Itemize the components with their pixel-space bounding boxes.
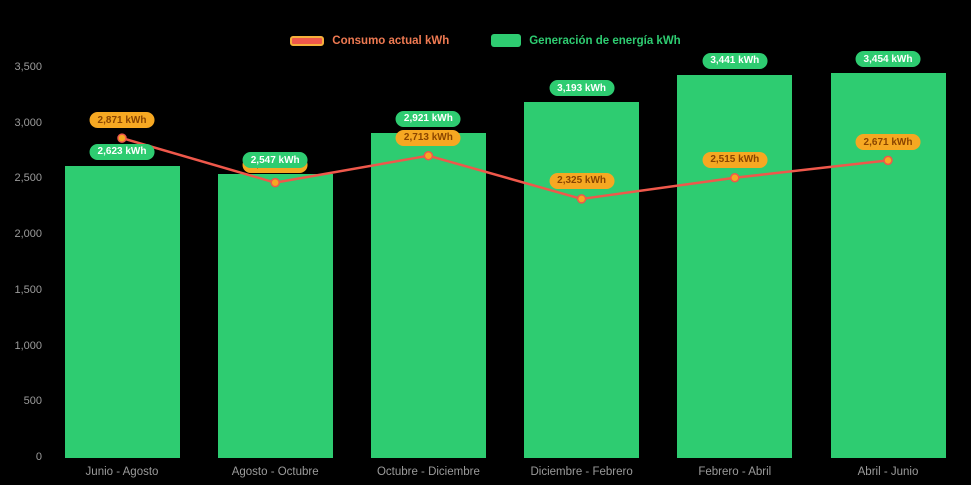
line-point-marker[interactable] (576, 194, 587, 204)
line-value-badge: 2,713 kWh (395, 129, 461, 146)
bar-value-badge: 3,193 kWh (549, 80, 615, 97)
bar-generacion[interactable] (677, 74, 793, 458)
x-axis-label: Diciembre - Febrero (530, 466, 633, 478)
y-axis-tick-label: 3,000 (14, 116, 42, 129)
bar-value-badge: 2,623 kWh (89, 143, 155, 160)
y-axis-tick-label: 3,500 (14, 61, 42, 73)
bar-generacion[interactable] (524, 102, 640, 458)
x-axis-label: Octubre - Diciembre (376, 466, 480, 478)
bar-generacion[interactable] (217, 174, 333, 458)
bar-value-badge: 3,454 kWh (855, 51, 921, 68)
chart-legend: Consumo actual kWh Generación de energía… (0, 34, 971, 47)
y-axis-tick-label: 0 (35, 451, 42, 463)
line-point-marker[interactable] (883, 155, 893, 166)
y-axis-tick-label: 2,000 (14, 228, 42, 241)
x-axis-label: Junio - Agosto (85, 466, 159, 478)
y-axis-tick-label: 2,500 (14, 172, 42, 185)
consumo-line (121, 136, 889, 201)
line-point-marker[interactable] (730, 173, 740, 183)
legend-item-generacion[interactable]: Generación de energía kWh (491, 34, 681, 47)
x-axis-label: Febrero - Abril (698, 466, 772, 478)
bar-series-swatch-icon (491, 34, 522, 47)
legend-label-generacion: Generación de energía kWh (529, 34, 681, 47)
x-axis-label: Abril - Junio (857, 466, 919, 478)
line-value-badge: 2,515 kWh (702, 151, 768, 168)
line-value-badge: 2,325 kWh (549, 172, 615, 189)
line-series-swatch-icon (290, 35, 325, 46)
legend-item-consumo[interactable]: Consumo actual kWh (290, 35, 449, 47)
bar-value-badge: 3,441 kWh (702, 52, 768, 69)
y-axis-tick-label: 500 (23, 395, 42, 408)
bar-generacion[interactable] (64, 165, 180, 458)
bar-generacion[interactable] (370, 132, 486, 458)
bar-value-badge: 2,921 kWh (395, 110, 461, 127)
y-axis-tick-label: 1,000 (14, 339, 42, 352)
y-axis-tick-label: 1,500 (14, 283, 42, 296)
line-point-marker[interactable] (117, 133, 127, 143)
bar-value-badge: 2,547 kWh (242, 152, 308, 169)
x-axis-label: Agosto - Octubre (231, 466, 319, 478)
line-value-badge: 2,871 kWh (89, 112, 155, 129)
line-point-marker[interactable] (423, 150, 434, 161)
line-value-badge: 2,671 kWh (855, 134, 921, 151)
legend-label-consumo: Consumo actual kWh (332, 34, 450, 47)
line-point-marker[interactable] (270, 177, 280, 188)
